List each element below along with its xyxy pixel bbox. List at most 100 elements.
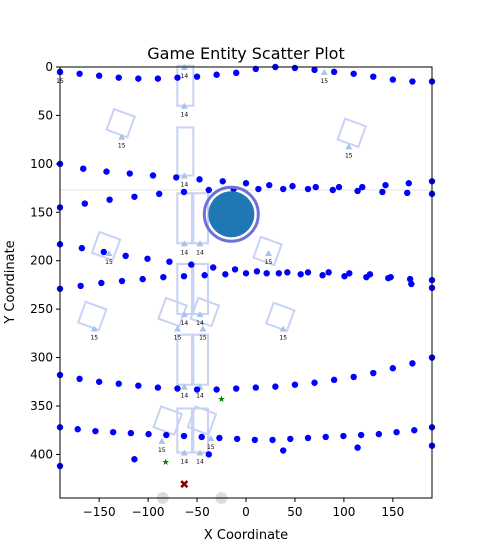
y-tick-label: 100 (30, 157, 53, 171)
entity-point (174, 385, 181, 392)
marker-label: 15 (118, 143, 126, 150)
entity-point (180, 188, 188, 196)
entity-point (289, 182, 296, 190)
entity-point (166, 258, 173, 265)
entity-point (242, 270, 250, 277)
x-tick-label: 0 (242, 505, 250, 519)
y-tick-label: 50 (38, 108, 53, 122)
entity-point (304, 269, 312, 276)
entity-marker (118, 133, 126, 140)
entity-point (92, 427, 99, 435)
marker-label: 15 (320, 78, 328, 85)
entity-point (312, 183, 319, 191)
y-tick-label: 200 (30, 254, 53, 268)
entity-marker (180, 449, 188, 456)
entity-point (287, 435, 294, 443)
entity-point (216, 434, 223, 442)
entity-point (233, 69, 240, 77)
x-axis: −150 −100 −50 0 50 100 150 (83, 498, 404, 519)
entity-marker (180, 102, 188, 109)
entity-point (163, 431, 170, 439)
entity-point (350, 373, 357, 381)
marker-label: 14 (181, 320, 189, 327)
y-tick-label: 0 (45, 60, 53, 74)
entity-point (109, 428, 117, 436)
entity-point (253, 268, 261, 275)
entity-point (408, 280, 415, 288)
entity-point (409, 78, 416, 85)
entity-point (78, 244, 86, 252)
rotated-zone (186, 405, 218, 436)
entity-point (81, 200, 89, 207)
entity-point (135, 382, 142, 389)
entity-point (311, 379, 318, 386)
entity-point (173, 174, 180, 181)
entity-point (115, 74, 122, 81)
entity-point (252, 384, 259, 391)
entity-point (382, 181, 389, 189)
entity-point (393, 428, 400, 436)
x-tick-label: 100 (332, 505, 355, 519)
entity-point (266, 181, 273, 189)
special-layer: ★ ★ ✖ (162, 185, 260, 491)
spawn-zone (176, 126, 195, 177)
entity-marker (180, 383, 188, 390)
entity-point (242, 180, 250, 187)
entity-point (389, 365, 397, 372)
x-tick-label: 50 (287, 505, 302, 519)
entity-point (205, 451, 212, 458)
entity-point (131, 193, 138, 200)
y-tick-label: 400 (30, 447, 53, 461)
entity-point (330, 68, 338, 76)
entity-point (139, 275, 146, 283)
entity-point (370, 369, 377, 377)
entity-point (325, 269, 332, 276)
entity-marker (196, 310, 204, 317)
entity-point (74, 426, 81, 433)
entity-point (359, 183, 366, 191)
entity-marker (158, 437, 166, 444)
rotated-zone (189, 296, 221, 328)
entity-point (304, 434, 312, 442)
item-star: ★ (217, 395, 225, 405)
entity-point (233, 385, 240, 392)
marker-label: 14 (181, 73, 189, 80)
entity-point (366, 271, 374, 278)
x-tick-label: −100 (132, 505, 165, 519)
entity-point (269, 436, 276, 444)
zone-layer (60, 64, 432, 504)
spawn-zone (190, 333, 209, 386)
entity-point (251, 436, 259, 444)
rotated-zone (76, 300, 108, 332)
entity-point (406, 275, 414, 283)
marker-label: 15 (158, 447, 166, 454)
entity-marker (105, 249, 113, 256)
rotated-zone (264, 301, 296, 333)
entity-point (284, 269, 291, 276)
entity-point (174, 74, 181, 81)
entity-point (126, 170, 133, 177)
entity-marker (180, 310, 188, 317)
entity-point (304, 185, 312, 193)
rotated-zone (336, 117, 368, 149)
entity-point (354, 444, 361, 451)
x-tick-label: −50 (184, 505, 209, 519)
entity-point (144, 255, 151, 262)
entity-point (180, 432, 188, 440)
player-ring (202, 185, 260, 243)
rotated-zone (252, 235, 283, 267)
spawn-zone (176, 64, 195, 107)
x-tick-label: 150 (381, 505, 404, 519)
entity-point (205, 186, 212, 194)
entity-point (404, 189, 411, 197)
marker-label: 14 (196, 249, 204, 256)
entity-point (156, 190, 163, 198)
entity-point (103, 168, 110, 175)
entity-point (405, 180, 412, 187)
entity-point (329, 186, 336, 194)
entity-point (291, 381, 299, 388)
marker-label: 15 (90, 335, 98, 342)
marker-label: 14 (196, 393, 204, 400)
rotated-zone (152, 405, 184, 436)
rotated-zone (105, 107, 137, 139)
